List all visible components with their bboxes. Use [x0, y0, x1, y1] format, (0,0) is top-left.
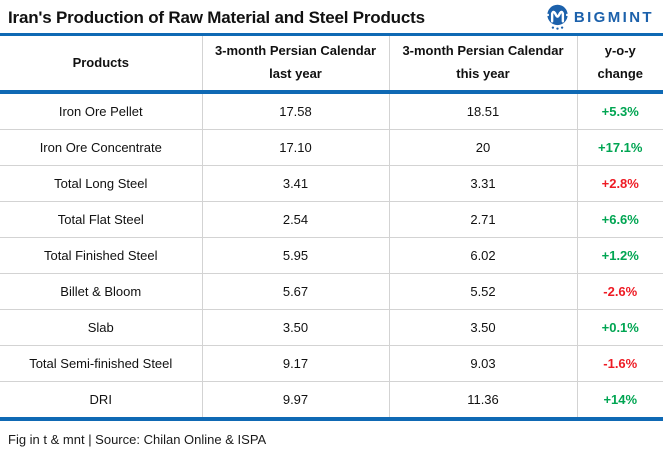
title-divider: [0, 33, 663, 36]
table-row: Slab 3.50 3.50 +0.1%: [0, 309, 663, 346]
product-cell: Iron Ore Concentrate: [0, 129, 202, 166]
table-body: Iron Ore Pellet 17.58 18.51 +5.3% Iron O…: [0, 92, 663, 421]
product-cell: DRI: [0, 381, 202, 421]
this-year-value-cell: 11.36: [388, 381, 577, 421]
last-year-value-cell: 9.97: [201, 381, 389, 421]
table-row: Billet & Bloom 5.67 5.52 -2.6%: [0, 273, 663, 310]
yoy-change-cell: +17.1%: [576, 129, 663, 166]
this-year-value-cell: 3.31: [388, 165, 577, 202]
page-title: Iran's Production of Raw Material and St…: [8, 7, 425, 27]
col-header-last-year: 3-month Persian Calendar last year: [201, 36, 389, 94]
last-year-value-cell: 5.67: [201, 273, 389, 310]
this-year-value-cell: 9.03: [388, 345, 577, 382]
table-row: Total Finished Steel 5.95 6.02 +1.2%: [0, 237, 663, 274]
header-line: y-o-y change: [597, 43, 643, 81]
this-year-value-cell: 5.52: [388, 273, 577, 310]
yoy-change-cell: +1.2%: [576, 237, 663, 274]
col-header-this-year: 3-month Persian Calendar this year: [388, 36, 577, 94]
last-year-value-cell: 17.10: [201, 129, 389, 166]
product-cell: Slab: [0, 309, 202, 346]
table-row: Total Semi-finished Steel 9.17 9.03 -1.6…: [0, 345, 663, 382]
production-table: Products 3-month Persian Calendar last y…: [0, 36, 663, 421]
header-row: Products 3-month Persian Calendar last y…: [0, 36, 663, 94]
table-row: DRI 9.97 11.36 +14%: [0, 381, 663, 421]
product-cell: Iron Ore Pellet: [58, 104, 143, 119]
product-cell: Total Flat Steel: [0, 201, 202, 238]
product-cell: Total Long Steel: [0, 165, 202, 202]
col-header-products: Products: [0, 36, 202, 94]
yoy-change-cell: +14%: [576, 381, 663, 421]
last-year-value-cell: 2.54: [201, 201, 389, 238]
product-cell: Total Semi-finished Steel: [0, 345, 202, 382]
yoy-change-cell: -2.6%: [576, 273, 663, 310]
this-year-value-cell: 20: [388, 129, 577, 166]
table-row: Iron Ore Concentrate 17.10 20 +17.1%: [0, 129, 663, 166]
product-cell: Total Finished Steel: [0, 237, 202, 274]
header-line: 3-month Persian Calendar: [214, 43, 377, 59]
yoy-change-cell: -1.6%: [576, 345, 663, 382]
product-cell: Billet & Bloom: [0, 273, 202, 310]
header-line: Products: [72, 54, 129, 70]
brand-name: BIGMINT: [573, 9, 654, 26]
header-line: 3-month Persian Calendar: [402, 43, 564, 59]
col-header-yoy-change: y-o-y change: [576, 36, 663, 94]
this-year-value-cell: 3.50: [388, 309, 577, 346]
yoy-change-cell: +0.1%: [576, 309, 663, 346]
header-line: last year: [269, 66, 322, 81]
yoy-change-cell: +2.8%: [576, 165, 663, 202]
table-header: Products 3-month Persian Calendar last y…: [0, 36, 663, 94]
table-row: Iron Ore Pellet 17.58 18.51 +5.3%: [0, 92, 663, 130]
table-row: Total Long Steel 3.41 3.31 +2.8%: [0, 165, 663, 202]
yoy-change-cell: +5.3%: [576, 92, 663, 130]
last-year-value-cell: 9.17: [201, 345, 389, 382]
last-year-value-cell: 3.50: [201, 309, 389, 346]
this-year-value-cell: 2.71: [388, 201, 577, 238]
last-year-value-cell: 17.58: [201, 92, 389, 130]
header-line: this year: [456, 66, 510, 81]
table-row: Total Flat Steel 2.54 2.71 +6.6%: [0, 201, 663, 238]
last-year-value-cell: 3.41: [201, 165, 389, 202]
this-year-value-cell: 18.51: [388, 92, 577, 130]
brand-logo: BIGMINT: [545, 4, 654, 31]
footer-note: Fig in t & mnt | Source: Chilan Online &…: [8, 432, 267, 447]
last-year-value-cell: 5.95: [201, 237, 389, 274]
this-year-value-cell: 6.02: [388, 237, 577, 274]
bigmint-circle-m-icon: [545, 4, 569, 31]
page-header: Iran's Production of Raw Material and St…: [0, 0, 663, 33]
yoy-change-cell: +6.6%: [576, 201, 663, 238]
